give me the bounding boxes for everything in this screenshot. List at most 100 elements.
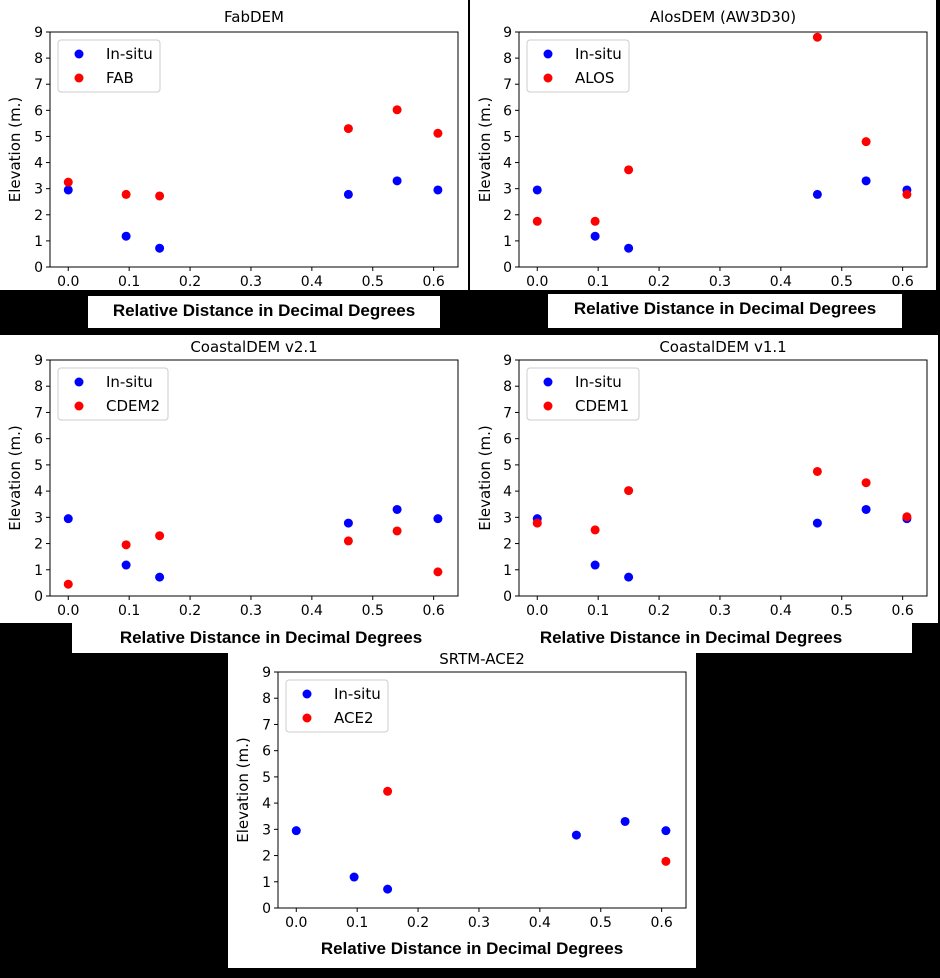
x-tick-label: 0.3 (709, 274, 731, 290)
y-tick-label: 3 (503, 510, 512, 526)
chart-panel-srtm-ace2: SRTM-ACE2 0 1 2 3 4 5 6 7 8 9 0.0 0.1 0.2 0.3 0.4 0.5 0.6… (228, 650, 696, 968)
x-tick-label: 0.3 (709, 603, 731, 619)
x-tick-label: 0.1 (346, 915, 368, 931)
y-tick-label: 5 (34, 129, 43, 145)
chart-title: CoastalDEM v1.1 (659, 338, 786, 356)
y-tick-label: 4 (503, 156, 512, 172)
legend-box (57, 39, 161, 93)
legend-label: In-situ (334, 685, 381, 703)
x-tick-label: 0.3 (240, 603, 262, 619)
x-tick-label: 0.1 (118, 603, 140, 619)
chart-title: AlosDEM (AW3D30) (650, 8, 796, 26)
y-tick-label: 2 (34, 208, 43, 224)
insitu-point (812, 518, 822, 528)
insitu-point (532, 185, 542, 195)
legend-marker (74, 377, 84, 387)
legend-label: ACE2 (334, 709, 374, 727)
x-tick-label: 0.4 (301, 603, 323, 619)
y-axis-label: Elevation (m.) (6, 425, 24, 531)
legend-box (526, 367, 640, 421)
legend-marker (74, 401, 84, 411)
x-tick-label: 0.6 (423, 603, 445, 619)
x-tick-label: 0.1 (587, 274, 609, 290)
x-tick-label: 0.5 (590, 915, 612, 931)
y-tick-label: 2 (262, 849, 271, 865)
x-tick-label: 0.2 (648, 603, 670, 619)
dem-point (861, 478, 871, 488)
y-tick-label: 9 (503, 353, 512, 369)
x-tick-label: 0.6 (423, 274, 445, 290)
x-tick-label: 0.1 (118, 274, 140, 290)
legend-marker (543, 73, 553, 83)
legend-label: CDEM2 (106, 397, 160, 415)
y-tick-label: 6 (503, 103, 512, 119)
legend-label: CDEM1 (575, 397, 629, 415)
dem-point (63, 177, 73, 187)
insitu-point (121, 231, 131, 241)
x-tick-label: 0.2 (648, 274, 670, 290)
y-tick-label: 8 (503, 379, 512, 395)
insitu-point (383, 884, 393, 894)
y-axis-label: Elevation (m.) (6, 97, 24, 203)
y-tick-label: 1 (262, 875, 271, 891)
x-tick-label: 0.4 (770, 274, 792, 290)
legend-label: In-situ (575, 45, 622, 63)
y-tick-label: 9 (503, 25, 512, 41)
y-tick-label: 9 (34, 25, 43, 41)
x-tick-label: 0.6 (651, 915, 673, 931)
dem-point (590, 216, 600, 226)
legend-box (526, 39, 630, 93)
chart-coastaldem-v21: CoastalDEM v2.1 0 1 2 3 4 5 6 7 8 9 0.0 0.1 0.2 0.3 0.4… (6, 338, 459, 619)
insitu-point (590, 231, 600, 241)
dem-point (121, 189, 131, 199)
insitu-point (433, 514, 443, 524)
legend-marker (74, 73, 84, 83)
y-tick-label: 4 (503, 484, 512, 500)
plot-frame (277, 671, 687, 909)
x-tick-label: 0.5 (831, 274, 853, 290)
insitu-point (661, 826, 671, 836)
legend-box (285, 679, 389, 733)
dem-point (155, 531, 165, 541)
y-tick-label: 0 (503, 589, 512, 605)
chart-srtm-ace2: SRTM-ACE2 0 1 2 3 4 5 6 7 8 9 0.0 0.1 0.2 0.3 0.4 0.5 0.6… (234, 650, 687, 958)
plot-frame (518, 31, 928, 268)
dem-point (590, 525, 600, 535)
y-axis-label: Elevation (m.) (234, 737, 252, 843)
x-tick-label: 0.1 (587, 603, 609, 619)
dem-point (155, 191, 165, 201)
y-tick-label: 7 (503, 77, 512, 93)
x-tick-label: 0.0 (526, 603, 548, 619)
chart-panel-alosdem: AlosDEM (AW3D30) 0 1 2 3 4 5 6 7 8 9 0.0 0.1 0.2 0.3 0.… (470, 0, 936, 290)
y-axis-label: Elevation (m.) (476, 97, 494, 203)
y-tick-label: 6 (262, 744, 271, 760)
dem-point (532, 216, 542, 226)
insitu-point (590, 560, 600, 570)
y-tick-label: 0 (34, 589, 43, 605)
legend-marker (543, 49, 553, 59)
chart-title: SRTM-ACE2 (439, 650, 525, 668)
x-tick-label: 0.5 (362, 274, 384, 290)
insitu-point (571, 830, 581, 840)
dem-point (812, 32, 822, 42)
x-tick-label: 0.2 (179, 603, 201, 619)
dem-point (661, 856, 671, 866)
x-tick-label: 0.5 (831, 603, 853, 619)
insitu-point (861, 504, 871, 514)
y-tick-label: 8 (503, 51, 512, 67)
dem-point (532, 518, 542, 528)
y-tick-label: 0 (503, 260, 512, 276)
y-tick-label: 2 (503, 208, 512, 224)
insitu-point (861, 176, 871, 186)
y-tick-label: 5 (34, 458, 43, 474)
chart-coastaldem-v11: CoastalDEM v1.1 0 1 2 3 4 5 6 7 8 9 0.0 0.1 0.2 0.3 0.4… (476, 338, 928, 619)
x-tick-label: 0.4 (770, 603, 792, 619)
y-axis-label: Elevation (m.) (476, 425, 494, 531)
x-axis-label: Relative Distance in Decimal Degrees (72, 623, 470, 653)
y-tick-label: 6 (34, 103, 43, 119)
insitu-point (291, 826, 301, 836)
legend-label: ALOS (575, 69, 614, 87)
x-tick-label: 0.4 (301, 274, 323, 290)
y-tick-label: 9 (262, 665, 271, 681)
chart-alosdem: AlosDEM (AW3D30) 0 1 2 3 4 5 6 7 8 9 0.0 0.1 0.2 0.3 0.… (476, 8, 928, 290)
